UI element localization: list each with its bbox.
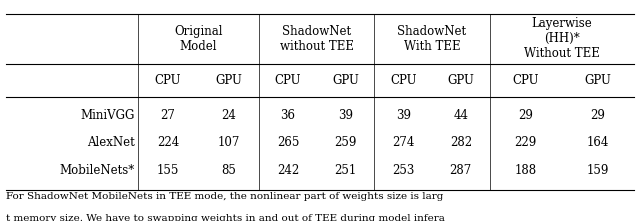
Text: AlexNet: AlexNet xyxy=(86,136,134,149)
Text: GPU: GPU xyxy=(447,74,474,87)
Text: 44: 44 xyxy=(453,109,468,122)
Text: 287: 287 xyxy=(450,164,472,177)
Text: 159: 159 xyxy=(586,164,609,177)
Text: 85: 85 xyxy=(221,164,236,177)
Text: Layerwise
(HH)*
Without TEE: Layerwise (HH)* Without TEE xyxy=(524,17,600,60)
Text: 24: 24 xyxy=(221,109,236,122)
Text: 188: 188 xyxy=(515,164,537,177)
Text: CPU: CPU xyxy=(513,74,539,87)
Text: 251: 251 xyxy=(335,164,356,177)
Text: 282: 282 xyxy=(450,136,472,149)
Text: 274: 274 xyxy=(392,136,414,149)
Text: 265: 265 xyxy=(277,136,299,149)
Text: For ShadowNet MobileNets in TEE mode, the nonlinear part of weights size is larg: For ShadowNet MobileNets in TEE mode, th… xyxy=(6,192,444,201)
Text: CPU: CPU xyxy=(275,74,301,87)
Text: 259: 259 xyxy=(335,136,356,149)
Text: 107: 107 xyxy=(218,136,240,149)
Text: 224: 224 xyxy=(157,136,179,149)
Text: MiniVGG: MiniVGG xyxy=(80,109,134,122)
Text: CPU: CPU xyxy=(155,74,181,87)
Text: GPU: GPU xyxy=(332,74,359,87)
Text: 36: 36 xyxy=(280,109,296,122)
Text: 29: 29 xyxy=(518,109,533,122)
Text: t memory size. We have to swapping weights in and out of TEE during model infera: t memory size. We have to swapping weigh… xyxy=(6,214,445,221)
Text: MobileNets*: MobileNets* xyxy=(59,164,134,177)
Text: Original
Model: Original Model xyxy=(174,25,223,53)
Text: 39: 39 xyxy=(396,109,411,122)
Text: ShadowNet
without TEE: ShadowNet without TEE xyxy=(280,25,354,53)
Text: 27: 27 xyxy=(161,109,175,122)
Text: CPU: CPU xyxy=(390,74,417,87)
Text: GPU: GPU xyxy=(584,74,611,87)
Text: 29: 29 xyxy=(590,109,605,122)
Text: ShadowNet
With TEE: ShadowNet With TEE xyxy=(397,25,467,53)
Text: 229: 229 xyxy=(515,136,537,149)
Text: GPU: GPU xyxy=(216,74,242,87)
Text: 164: 164 xyxy=(586,136,609,149)
Text: 253: 253 xyxy=(392,164,414,177)
Text: 155: 155 xyxy=(157,164,179,177)
Text: 242: 242 xyxy=(277,164,299,177)
Text: 39: 39 xyxy=(338,109,353,122)
